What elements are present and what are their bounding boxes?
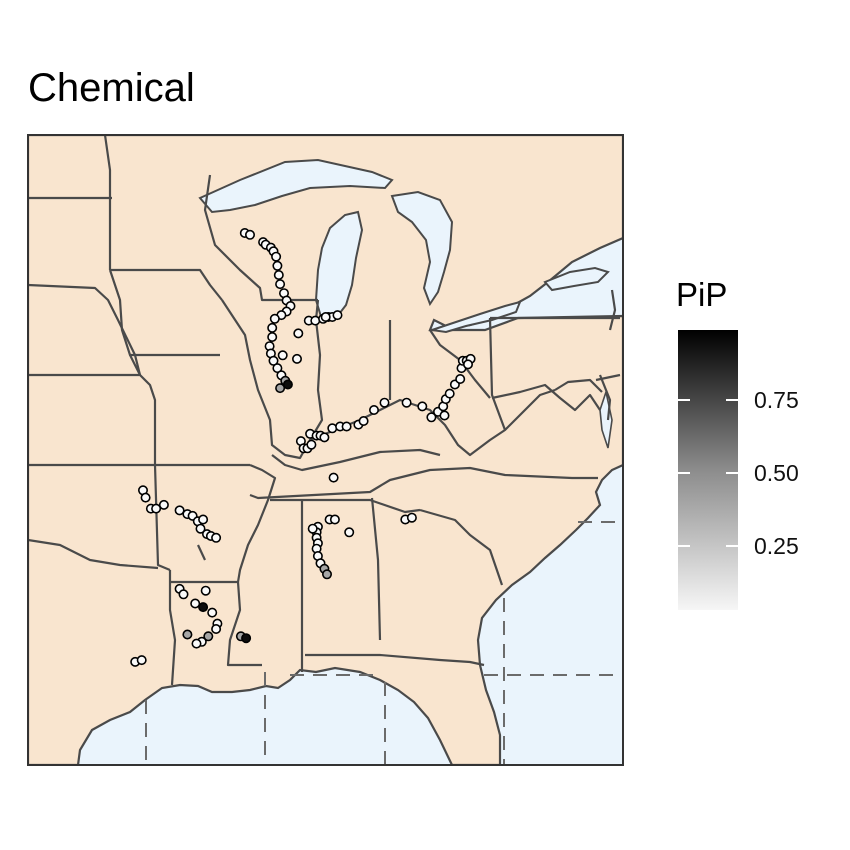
site-point <box>444 388 455 399</box>
site-point <box>401 397 412 408</box>
site-point <box>190 598 201 609</box>
lake-superior <box>198 158 394 214</box>
site-point <box>245 229 256 240</box>
site-point <box>211 532 222 543</box>
site-point <box>332 310 343 321</box>
site-point <box>426 412 437 423</box>
graticule-lines <box>145 521 623 765</box>
site-point <box>321 569 332 580</box>
site-point <box>406 512 417 523</box>
site-point <box>198 602 209 613</box>
site-point <box>307 523 318 534</box>
lake-huron <box>390 190 454 307</box>
site-point <box>151 503 162 514</box>
site-point <box>344 527 355 538</box>
legend-ticks <box>678 399 738 547</box>
state-borders <box>28 135 621 686</box>
site-point <box>136 655 147 666</box>
site-point <box>195 523 206 534</box>
site-point <box>341 421 352 432</box>
site-point <box>203 631 214 642</box>
site-point <box>306 439 317 450</box>
lake-ontario <box>543 266 610 292</box>
site-point <box>272 363 283 374</box>
site-point <box>182 629 193 640</box>
site-point <box>293 328 304 339</box>
site-point <box>462 359 473 370</box>
site-point <box>140 492 151 503</box>
site-point <box>291 353 302 364</box>
legend-tick-label: 0.25 <box>754 533 799 559</box>
legend-title: PiP <box>676 276 728 313</box>
map-title: Chemical <box>28 66 195 110</box>
site-point <box>198 514 209 525</box>
site-point <box>241 633 252 644</box>
site-point <box>272 260 283 271</box>
site-point <box>417 401 428 412</box>
site-point <box>275 279 286 290</box>
site-point <box>358 415 369 426</box>
site-point <box>211 623 222 634</box>
site-point <box>269 313 280 324</box>
legend-tick-label: 0.75 <box>754 387 799 413</box>
site-point <box>275 383 286 394</box>
legend-tick-label: 0.50 <box>754 460 799 486</box>
site-point <box>207 607 218 618</box>
site-point <box>282 379 293 390</box>
site-point <box>271 251 282 262</box>
site-point <box>174 505 185 516</box>
site-point <box>320 311 331 322</box>
site-point <box>379 397 390 408</box>
site-point <box>267 322 278 333</box>
site-point <box>455 373 466 384</box>
data-points <box>130 228 476 667</box>
lake-michigan <box>314 210 364 322</box>
site-point <box>329 514 340 525</box>
site-point <box>267 331 278 342</box>
site-point <box>328 472 339 483</box>
site-point <box>200 585 211 596</box>
site-point <box>273 269 284 280</box>
site-point <box>368 404 379 415</box>
site-point <box>277 350 288 361</box>
site-point <box>191 638 202 649</box>
site-point <box>158 499 169 510</box>
legend-colorbar <box>678 330 738 610</box>
lake-erie <box>431 300 522 334</box>
site-point <box>439 410 450 421</box>
site-point <box>178 589 189 600</box>
map-panel-border <box>27 134 624 766</box>
site-point <box>319 432 330 443</box>
